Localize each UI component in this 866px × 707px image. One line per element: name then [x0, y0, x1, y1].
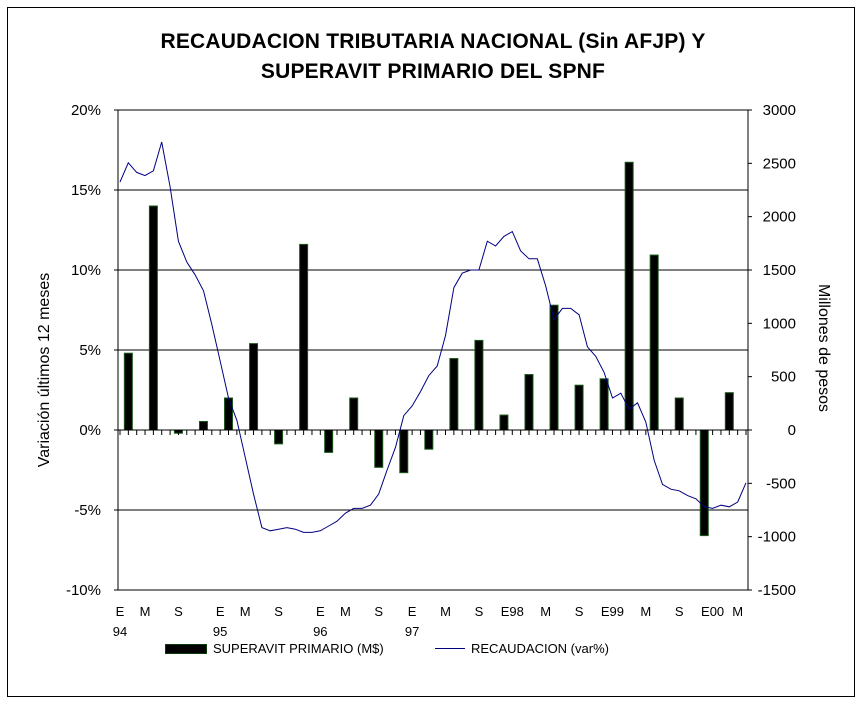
- y-left-tick-label: 5%: [79, 342, 101, 359]
- x-tick-label: S: [675, 604, 684, 619]
- x-tick-label: S: [374, 604, 383, 619]
- y-right-tick-label: 2000: [763, 209, 796, 226]
- x-tick-label: E99: [601, 604, 624, 619]
- x-year-label: 97: [405, 624, 419, 639]
- x-tick-label: M: [140, 604, 151, 619]
- bar: [449, 358, 459, 431]
- bar: [474, 339, 484, 431]
- x-tick-label: M: [440, 604, 451, 619]
- y-left-tick-label: 15%: [71, 182, 101, 199]
- y-left-tick-label: -10%: [66, 582, 101, 599]
- x-year-label: 95: [213, 624, 227, 639]
- bar: [399, 429, 409, 474]
- tick-labels: 20% 15% 10% 5% 0% -5% -10% 3000 2500 2000 1500 1000…: [66, 102, 796, 639]
- x-tick-label: E98: [501, 604, 524, 619]
- bar: [148, 205, 158, 431]
- x-tick-label: S: [274, 604, 283, 619]
- x-year-label: 94: [113, 624, 127, 639]
- bar: [198, 420, 208, 431]
- y-right-tick-label: 500: [771, 369, 796, 386]
- x-tick-label: M: [240, 604, 251, 619]
- y-left-tick-label: 20%: [71, 102, 101, 119]
- x-tick-label: E: [116, 604, 125, 619]
- x-tick-label: E: [216, 604, 225, 619]
- x-tick-label: M: [732, 604, 743, 619]
- y-right-tick-label: -1000: [758, 529, 796, 546]
- x-tick-label: E: [316, 604, 325, 619]
- y-right-tick-label: 0: [788, 422, 796, 439]
- legend: SUPERAVIT PRIMARIO (M$) RECAUDACION (var…: [155, 638, 645, 660]
- y-right-tick-label: -1500: [758, 582, 796, 599]
- y-right-tick-label: 1500: [763, 262, 796, 279]
- chart-title-line2: SUPERAVIT PRIMARIO DEL SPNF: [260, 60, 606, 83]
- legend-line-label: RECAUDACION (var%): [471, 641, 609, 656]
- bar: [724, 392, 734, 431]
- x-tick-label: S: [575, 604, 584, 619]
- chart-frame: [7, 7, 855, 697]
- x-tick-label: E: [408, 604, 417, 619]
- bar: [374, 429, 384, 468]
- bar: [224, 397, 234, 431]
- bar: [249, 343, 259, 431]
- legend-item-line: RECAUDACION (var%): [435, 641, 609, 656]
- x-tick-label: S: [174, 604, 183, 619]
- bar: [123, 352, 133, 431]
- legend-item-bar: SUPERAVIT PRIMARIO (M$): [165, 641, 384, 656]
- y-right-tick-label: 3000: [763, 102, 796, 119]
- chart-title-line1: RECAUDACION TRIBUTARIA NACIONAL (Sin AFJ…: [160, 30, 706, 53]
- x-tick-label: M: [640, 604, 651, 619]
- y-left-tick-label: 10%: [71, 262, 101, 279]
- x-tick-label: M: [540, 604, 551, 619]
- bar: [699, 429, 709, 537]
- bar: [549, 304, 559, 431]
- bar: [524, 374, 534, 431]
- bar: [349, 397, 359, 431]
- bar-series: [123, 161, 734, 537]
- y-left-tick-label: 0%: [79, 422, 101, 439]
- bar: [499, 414, 509, 431]
- axes: [114, 109, 752, 591]
- y-right-tick-label: 1000: [763, 315, 796, 332]
- legend-bar-swatch: [165, 643, 207, 654]
- bar: [624, 161, 634, 431]
- legend-bar-label: SUPERAVIT PRIMARIO (M$): [213, 641, 384, 656]
- bar: [649, 254, 659, 431]
- line-series: [119, 141, 747, 533]
- x-tick-label: S: [475, 604, 484, 619]
- bar: [299, 243, 309, 431]
- y-left-tick-label: -5%: [74, 502, 101, 519]
- y-right-tick-label: -500: [766, 475, 796, 492]
- y-right-tick-label: 2500: [763, 155, 796, 172]
- bar: [574, 384, 584, 431]
- legend-line-swatch: [435, 648, 465, 649]
- bar: [674, 397, 684, 431]
- x-year-label: 96: [313, 624, 327, 639]
- x-tick-label: M: [340, 604, 351, 619]
- x-tick-label: E00: [701, 604, 724, 619]
- recaudacion-line: [119, 141, 747, 533]
- bar: [599, 378, 609, 431]
